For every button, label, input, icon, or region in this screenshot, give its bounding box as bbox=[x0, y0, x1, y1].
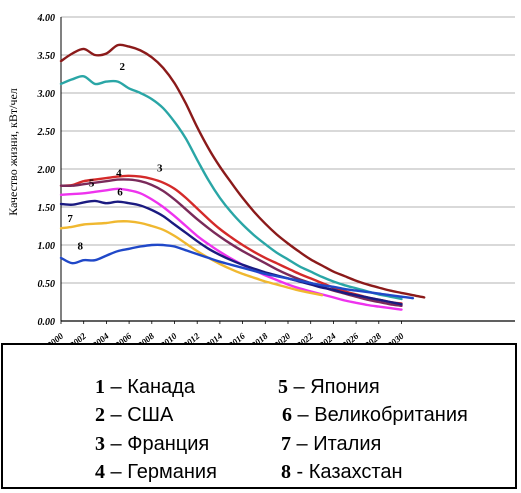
curve-label: 2 bbox=[120, 61, 126, 73]
x-tick-label: 2018 bbox=[249, 331, 270, 343]
x-tick-label: 2026 bbox=[339, 331, 360, 343]
line-chart: Качество жизни, кВт/чел 0.00 0.50 1.00 1.50… bbox=[6, 13, 515, 343]
x-tick-label: 2004 bbox=[90, 331, 111, 343]
y-tick-label: 1.00 bbox=[38, 241, 56, 252]
curve-label: 6 bbox=[117, 187, 123, 199]
curve-label: 8 bbox=[78, 241, 84, 253]
legend-item: 2 – США bbox=[95, 404, 174, 426]
x-tick-label: 2020 bbox=[271, 331, 292, 343]
x-tick-label: 2016 bbox=[226, 331, 247, 343]
legend-item: 3 – Франция bbox=[95, 433, 210, 455]
series-line-3 bbox=[59, 174, 403, 305]
x-tick-label: 2014 bbox=[203, 331, 224, 343]
series-line-1 bbox=[59, 43, 426, 299]
x-tick-label: 2002 bbox=[67, 331, 88, 343]
curve-label: 3 bbox=[157, 162, 163, 174]
curve-label: 7 bbox=[67, 213, 73, 225]
curve-label: 4 bbox=[116, 168, 122, 180]
series-line-5 bbox=[59, 187, 403, 311]
x-tick-label: 2028 bbox=[362, 331, 383, 343]
x-tick-label: 2000 bbox=[44, 331, 65, 343]
x-tick-label: 2012 bbox=[181, 331, 202, 343]
x-tick-label: 2010 bbox=[158, 331, 179, 343]
y-axis-label: Качество жизни, кВт/чел bbox=[6, 88, 20, 216]
y-tick-label: 3.50 bbox=[37, 51, 56, 62]
curve-label: 5 bbox=[89, 177, 95, 189]
series-line-7 bbox=[59, 220, 324, 297]
y-tick-label: 4.00 bbox=[37, 13, 56, 24]
y-tick-label: 0.00 bbox=[38, 317, 56, 328]
x-tick-label: 2008 bbox=[135, 331, 156, 343]
legend-item: 7 – Италия bbox=[281, 433, 382, 455]
series-line-6 bbox=[59, 199, 403, 306]
legend-item: 6 – Великобритания bbox=[282, 404, 468, 426]
legend-item: 5 – Япония bbox=[278, 376, 380, 398]
x-tick-label: 2022 bbox=[294, 331, 315, 343]
y-tick-label: 1.50 bbox=[38, 203, 56, 214]
x-tick-label: 2006 bbox=[112, 331, 133, 343]
legend-item: 8 - Казахстан bbox=[281, 461, 403, 483]
y-tick-label: 0.50 bbox=[38, 279, 56, 290]
legend-item: 4 – Германия bbox=[95, 461, 217, 483]
x-tick-label: 2030 bbox=[385, 331, 406, 343]
series-line-2 bbox=[59, 74, 403, 301]
legend: 1 – Канада 5 – Япония 2 – США 6 – Велико… bbox=[1, 343, 517, 489]
series-line-8 bbox=[59, 243, 415, 300]
y-tick-label: 2.00 bbox=[37, 165, 56, 176]
legend-item: 1 – Канада bbox=[95, 376, 195, 398]
y-tick-label: 2.50 bbox=[37, 127, 56, 138]
y-tick-label: 3.00 bbox=[37, 89, 56, 100]
x-tick-label: 2024 bbox=[317, 331, 338, 343]
